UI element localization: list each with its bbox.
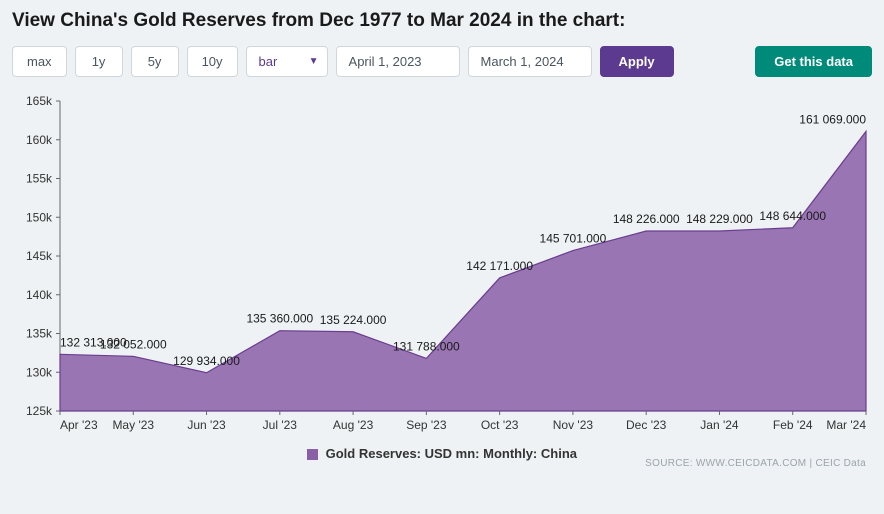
svg-text:135k: 135k [26, 327, 53, 341]
chart-svg: 125k 130k 135k 140k 145k 150k 155k 160k 165k Apr … [12, 91, 872, 471]
svg-text:Jan '24: Jan '24 [700, 418, 739, 432]
svg-text:Jul '23: Jul '23 [263, 418, 298, 432]
svg-text:135 360.000: 135 360.000 [246, 312, 313, 326]
svg-text:132 052.000: 132 052.000 [100, 337, 167, 351]
page-title: View China's Gold Reserves from Dec 1977… [0, 0, 884, 46]
svg-text:131 788.000: 131 788.000 [393, 339, 460, 353]
svg-text:161 069.000: 161 069.000 [799, 112, 866, 126]
svg-text:Nov '23: Nov '23 [553, 418, 594, 432]
svg-text:135 224.000: 135 224.000 [320, 313, 387, 327]
legend-swatch [307, 449, 318, 460]
chart-type-label: bar [259, 54, 278, 69]
svg-text:142 171.000: 142 171.000 [466, 259, 533, 273]
svg-text:140k: 140k [26, 288, 53, 302]
range-max-button[interactable]: max [12, 46, 67, 77]
source-text: SOURCE: WWW.CEICDATA.COM | CEIC Data [645, 458, 866, 469]
svg-text:145 701.000: 145 701.000 [540, 232, 607, 246]
range-1y-button[interactable]: 1y [75, 46, 123, 77]
svg-text:150k: 150k [26, 210, 53, 224]
chart-type-select[interactable]: bar ▼ [246, 46, 328, 77]
date-to-input[interactable]: March 1, 2024 [468, 46, 592, 77]
svg-text:148 229.000: 148 229.000 [686, 212, 753, 226]
legend-label: Gold Reserves: USD mn: Monthly: China [326, 446, 577, 461]
svg-text:May '23: May '23 [112, 418, 154, 432]
svg-text:Aug '23: Aug '23 [333, 418, 374, 432]
apply-button[interactable]: Apply [600, 46, 674, 77]
date-from-input[interactable]: April 1, 2023 [336, 46, 460, 77]
svg-text:Feb '24: Feb '24 [773, 418, 813, 432]
svg-text:Oct '23: Oct '23 [481, 418, 519, 432]
svg-text:145k: 145k [26, 249, 53, 263]
svg-text:Sep '23: Sep '23 [406, 418, 447, 432]
svg-text:165k: 165k [26, 94, 53, 108]
toolbar: max 1y 5y 10y bar ▼ April 1, 2023 March … [0, 46, 884, 91]
svg-text:129 934.000: 129 934.000 [173, 354, 240, 368]
svg-text:148 226.000: 148 226.000 [613, 212, 680, 226]
svg-text:Mar '24: Mar '24 [826, 418, 866, 432]
svg-text:Dec '23: Dec '23 [626, 418, 667, 432]
svg-text:148 644.000: 148 644.000 [759, 209, 826, 223]
svg-text:Jun '23: Jun '23 [187, 418, 226, 432]
chart-container: 125k 130k 135k 140k 145k 150k 155k 160k 165k Apr … [12, 91, 872, 471]
range-10y-button[interactable]: 10y [187, 46, 238, 77]
svg-text:160k: 160k [26, 133, 53, 147]
svg-text:155k: 155k [26, 172, 53, 186]
svg-text:125k: 125k [26, 404, 53, 418]
svg-text:130k: 130k [26, 365, 53, 379]
range-5y-button[interactable]: 5y [131, 46, 179, 77]
get-data-button[interactable]: Get this data [755, 46, 872, 77]
svg-text:Apr '23: Apr '23 [60, 418, 98, 432]
chevron-down-icon: ▼ [309, 56, 319, 67]
